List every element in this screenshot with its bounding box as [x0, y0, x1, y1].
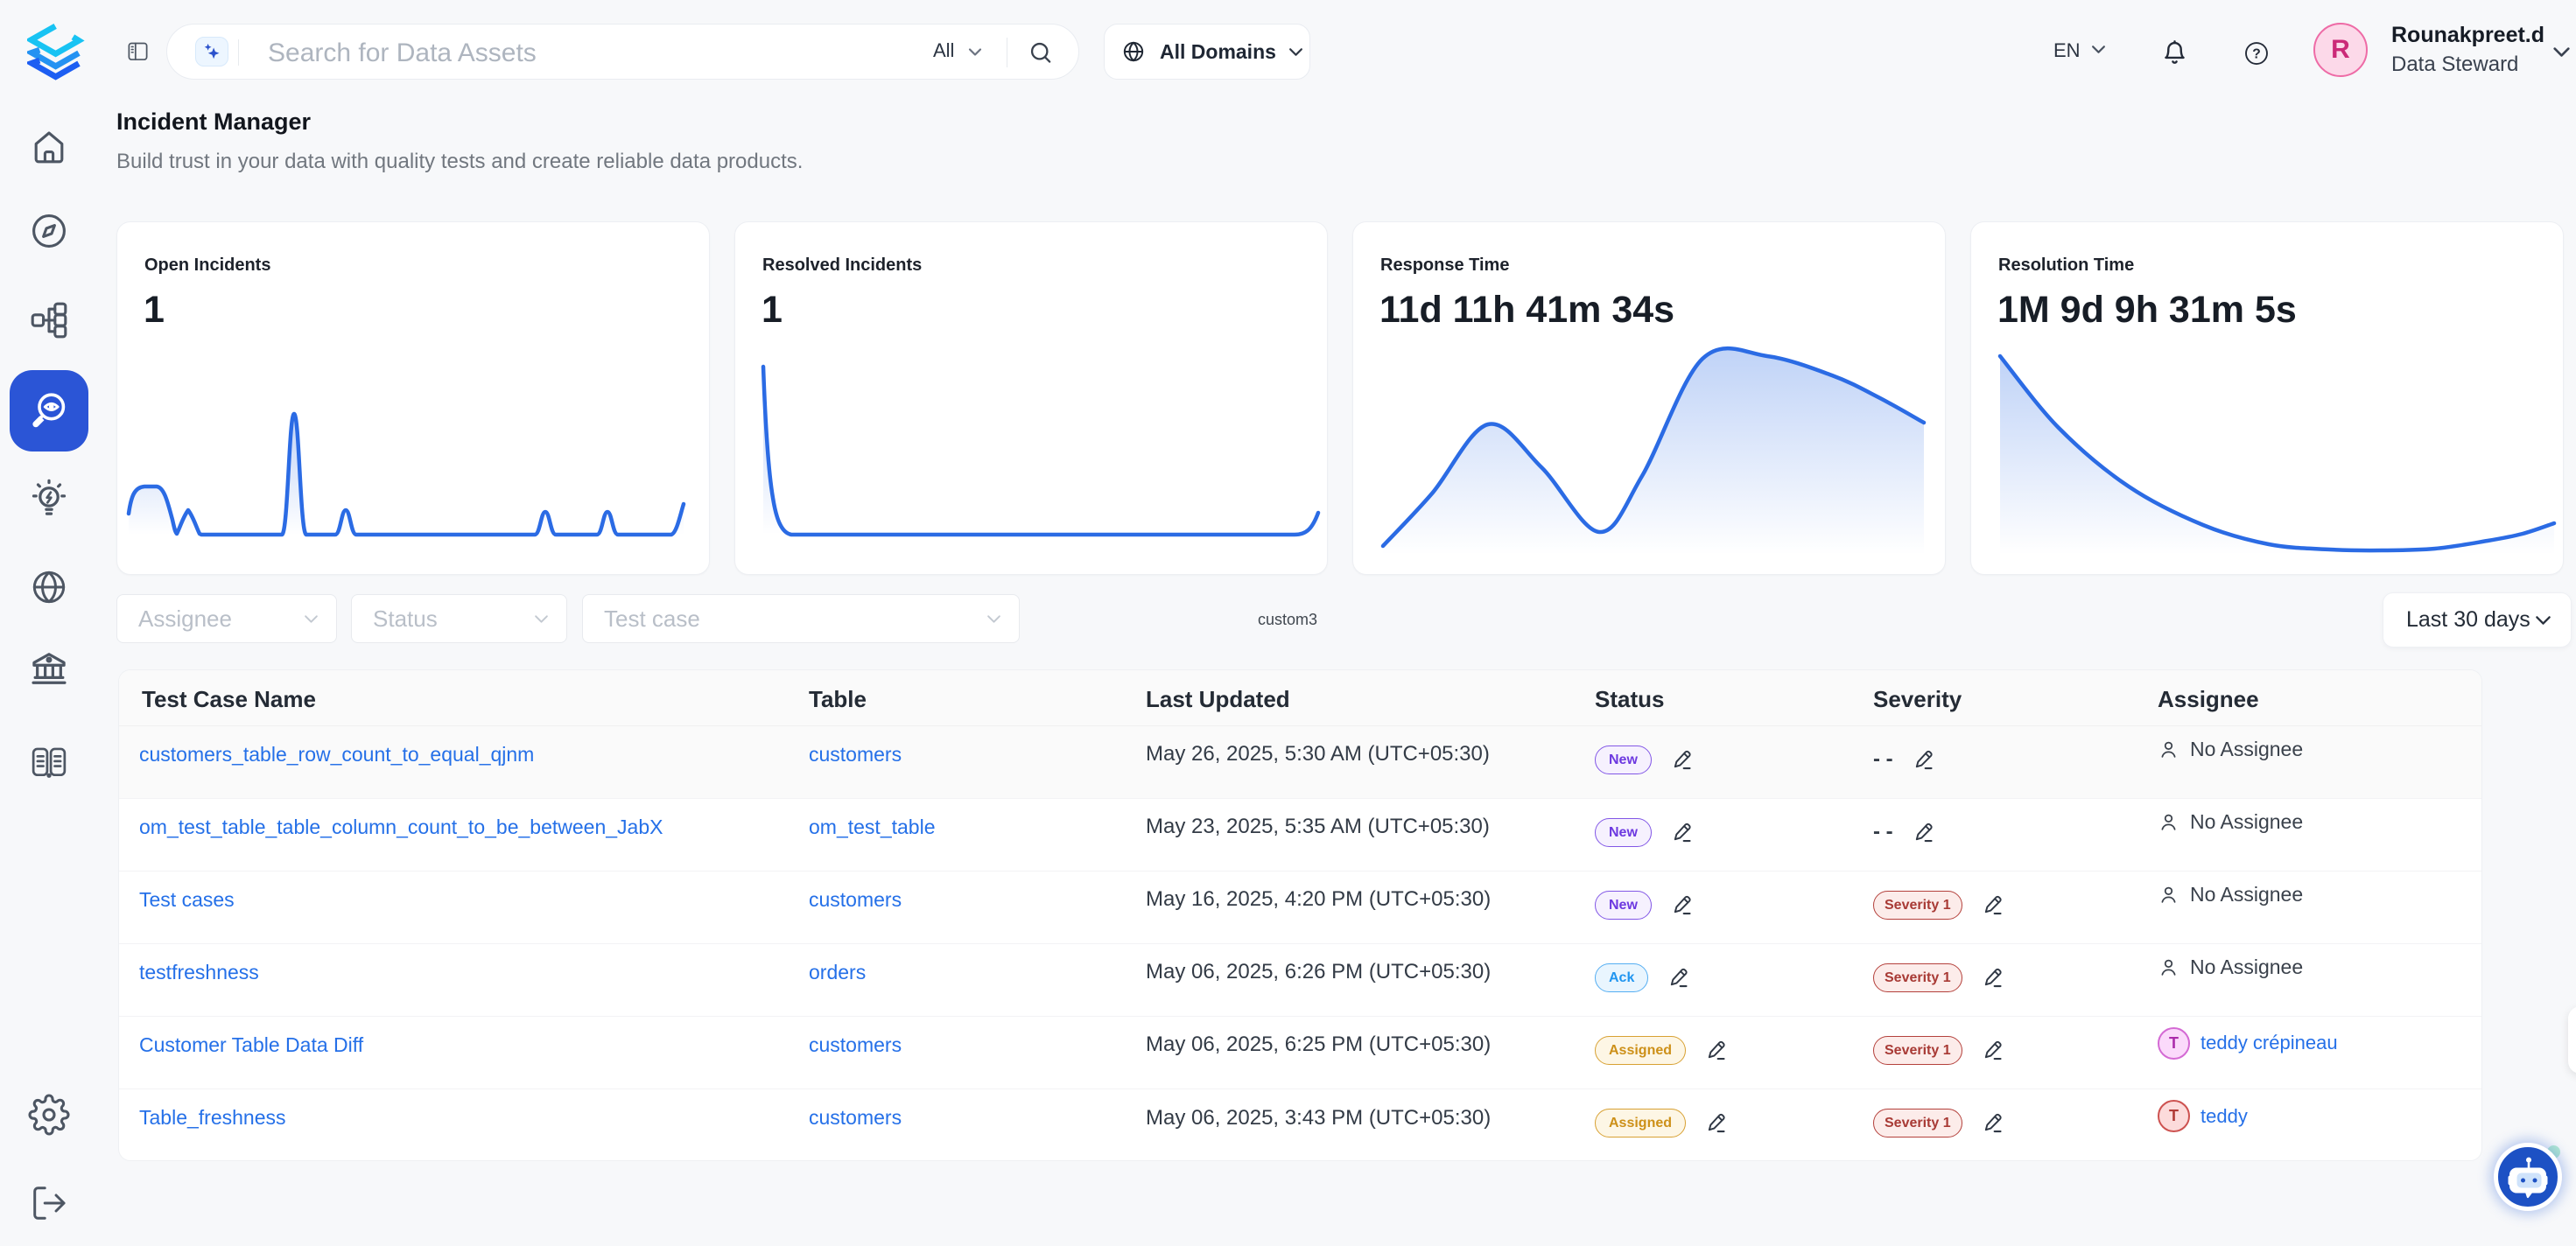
- svg-text:?: ?: [2252, 47, 2261, 62]
